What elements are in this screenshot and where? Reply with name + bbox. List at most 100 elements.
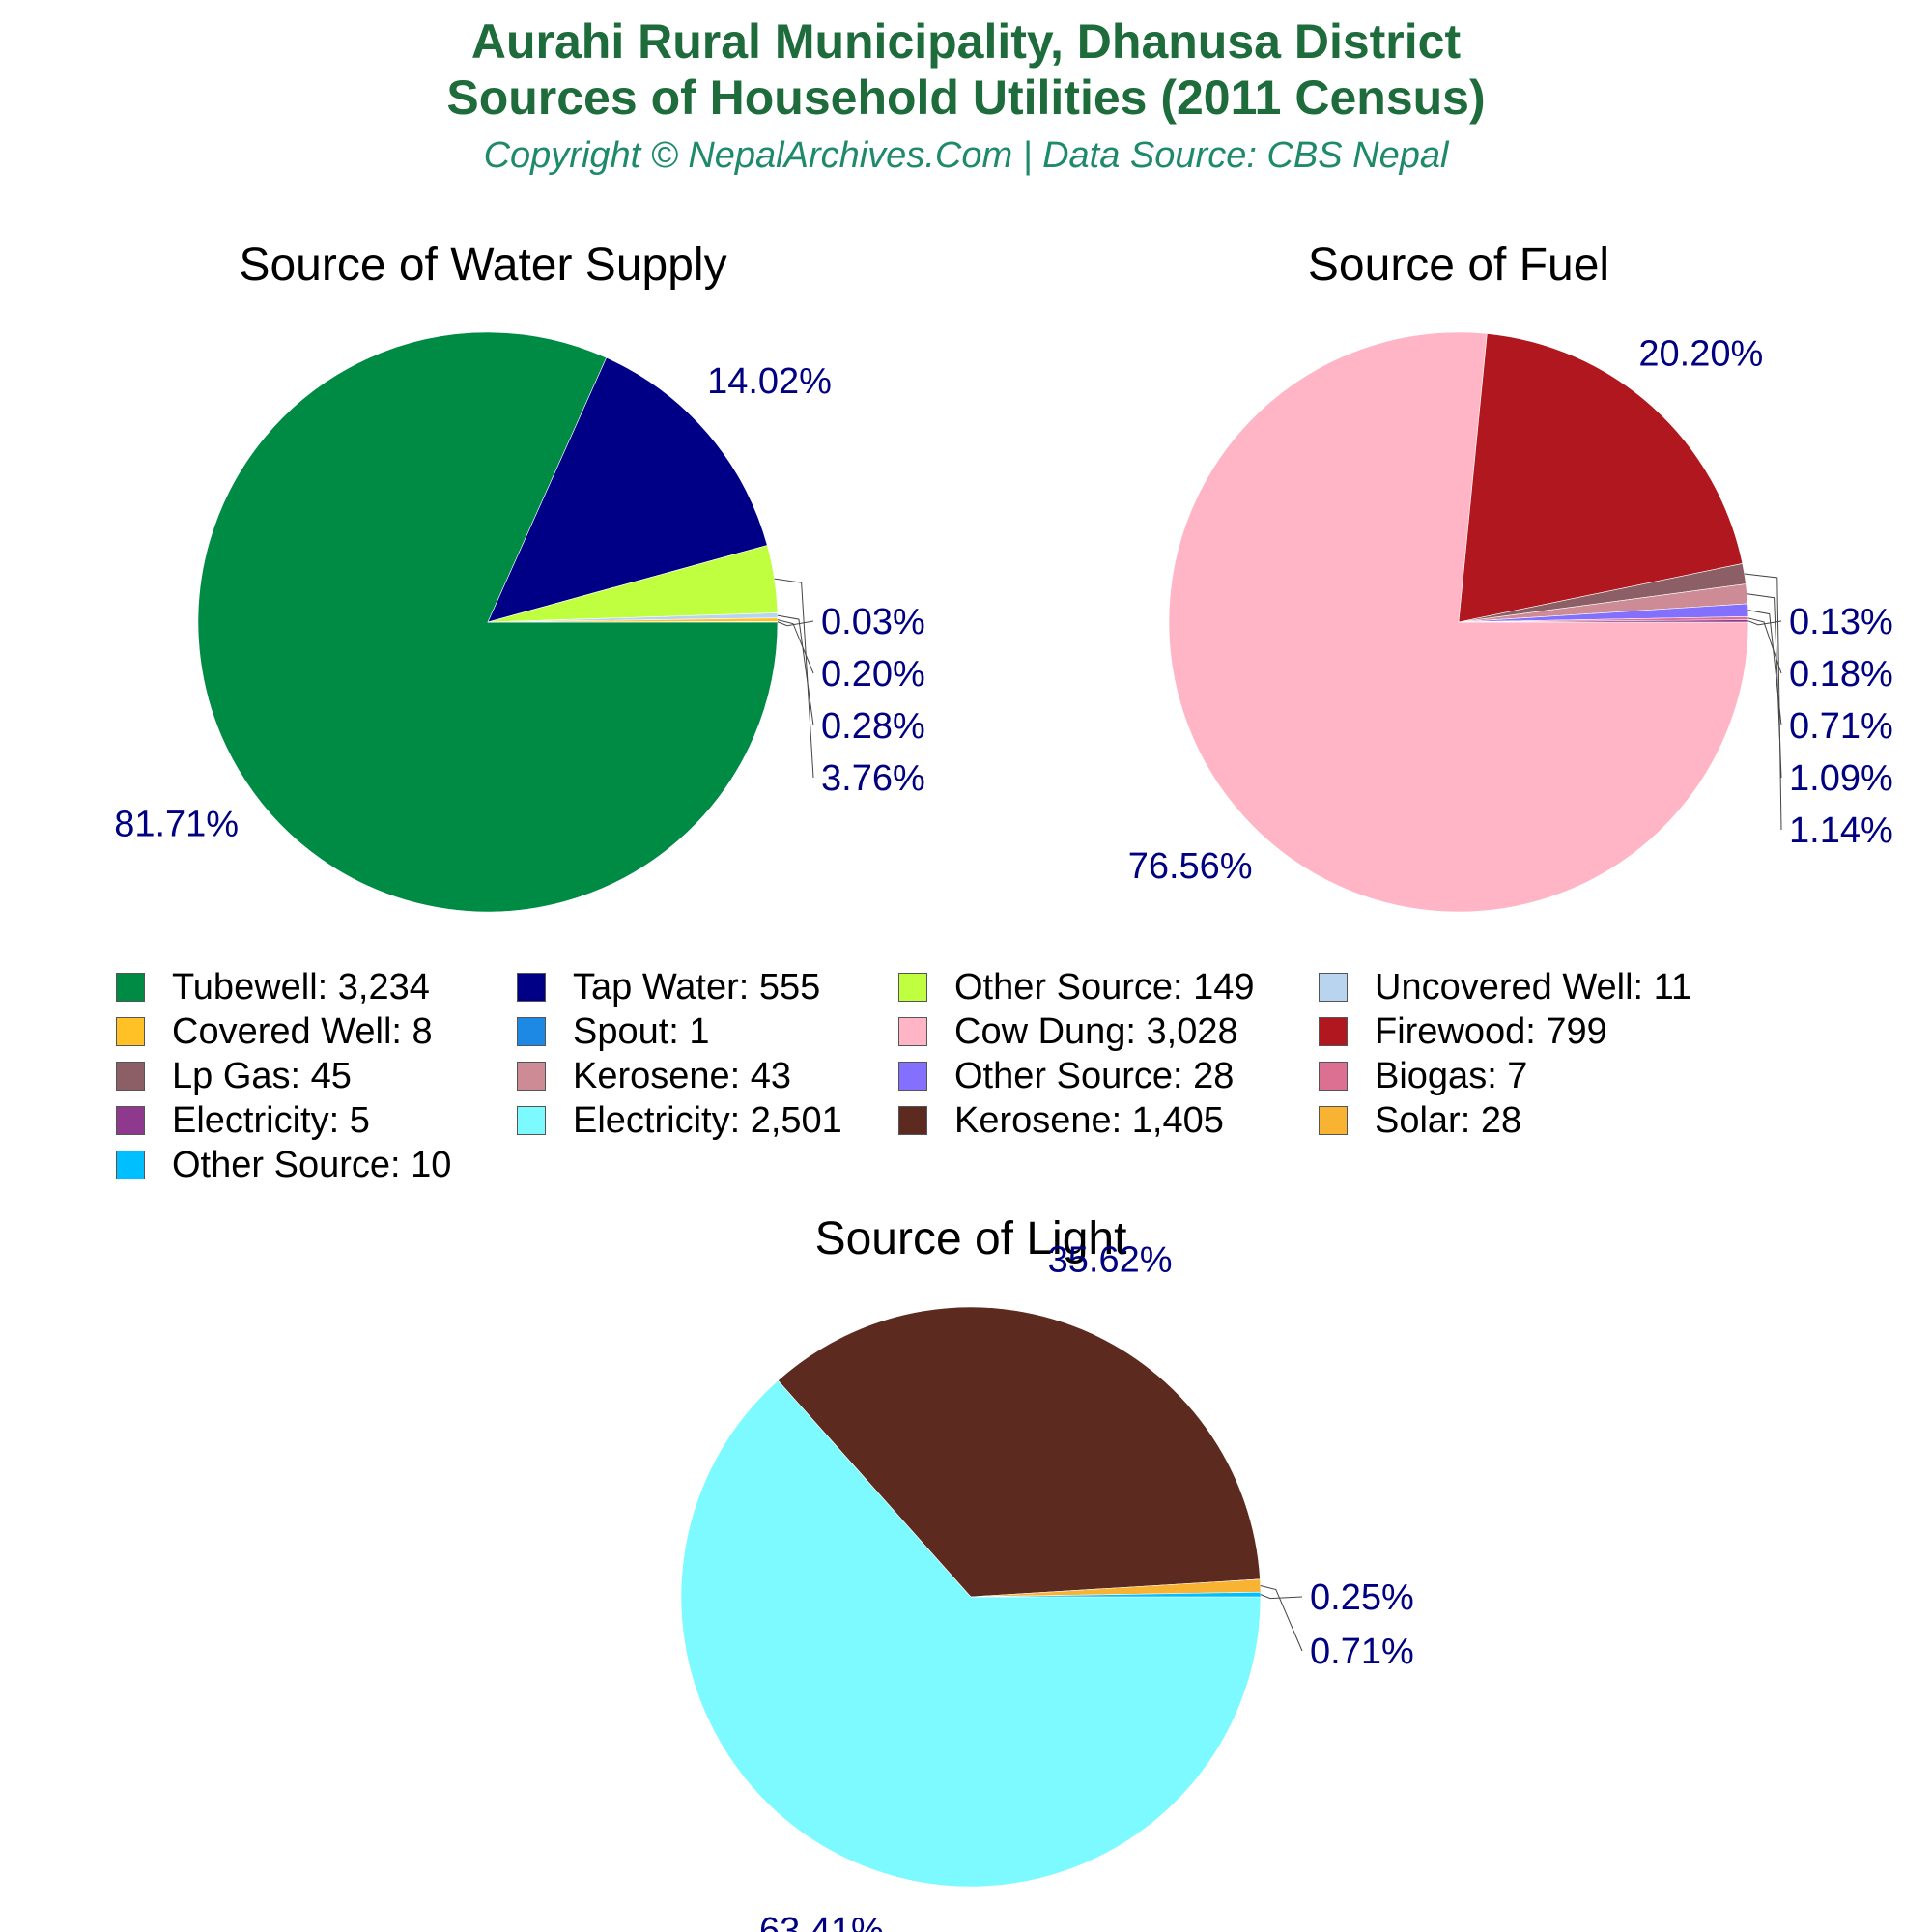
legend-item: Kerosene: 1,405: [898, 1099, 1224, 1142]
pie-slice: [1168, 331, 1749, 913]
legend-label: Tubewell: 3,234: [172, 966, 430, 1008]
pie-slice-label: 0.25%: [1310, 1577, 1414, 1618]
legend-item: Firewood: 799: [1319, 1010, 1607, 1053]
legend-swatch: [517, 1062, 546, 1091]
legend-item: Other Source: 28: [898, 1055, 1234, 1097]
pie-slice: [680, 1379, 1262, 1888]
pie-leader-line: [1260, 1585, 1303, 1652]
pie-slice-label: 76.56%: [1128, 846, 1253, 887]
pie-leader-line: [1747, 593, 1782, 779]
pie-slice-label: 0.71%: [1789, 706, 1893, 747]
legend-label: Firewood: 799: [1375, 1010, 1607, 1052]
legend-swatch: [1319, 1106, 1348, 1135]
pie-slice-label: 0.18%: [1789, 654, 1893, 695]
legend-item: Solar: 28: [1319, 1099, 1521, 1142]
legend-label: Covered Well: 8: [172, 1010, 433, 1052]
legend-item: Other Source: 149: [898, 966, 1255, 1009]
pie-chart-1: Source of Water Supply 81.71% 14.02% 0.03% 0…: [114, 240, 925, 913]
pie-leader-line: [1747, 620, 1782, 626]
pie-leader-line: [1744, 573, 1782, 831]
pie-chart-2: Source of Fuel 76.56% 20.20% 0.13% 0.18% 0.71…: [1128, 240, 1893, 913]
legend-swatch: [517, 1017, 546, 1046]
legend-item: Cow Dung: 3,028: [898, 1010, 1238, 1053]
legend-label: Lp Gas: 45: [172, 1055, 352, 1096]
pie-slice: [197, 331, 779, 913]
legend-swatch: [116, 1017, 145, 1046]
legend-item: Lp Gas: 45: [116, 1055, 352, 1097]
legend-swatch: [898, 1106, 927, 1135]
pie-slice-label: 0.13%: [1789, 602, 1893, 642]
pie-slice-label: 0.20%: [821, 654, 925, 695]
legend-item: Uncovered Well: 11: [1319, 966, 1691, 1009]
legend-label: Electricity: 2,501: [573, 1099, 842, 1141]
legend-item: Spout: 1: [517, 1010, 710, 1053]
pie-leader-line: [774, 578, 814, 779]
chart-title-line-1: Aurahi Rural Municipality, Dhanusa Distr…: [470, 14, 1462, 69]
pie-slice-label: 3.76%: [821, 758, 925, 799]
legend-swatch: [116, 1151, 145, 1179]
pie-slice-label: 1.14%: [1789, 810, 1893, 851]
pie-title: Source of Light: [815, 1213, 1127, 1264]
legend-swatch: [1319, 1017, 1348, 1046]
pie-leader-line: [1747, 610, 1782, 726]
pie-leader-line: [1260, 1594, 1303, 1600]
pie-slice: [1458, 333, 1744, 623]
legend-item: Electricity: 5: [116, 1099, 370, 1142]
pie-slice-label: 1.09%: [1789, 758, 1893, 799]
legend-label: Other Source: 10: [172, 1144, 452, 1185]
pie-slice-label: 0.03%: [821, 602, 925, 642]
pie-slice-label: 20.20%: [1638, 333, 1763, 374]
legend-item: Tap Water: 555: [517, 966, 820, 1009]
pie-slice-label: 63.41%: [759, 1911, 884, 1932]
legend: Tubewell: 3,234 Tap Water: 555 Other Sourc…: [116, 966, 1855, 1188]
legend-label: Kerosene: 1,405: [954, 1099, 1224, 1141]
legend-swatch: [116, 1106, 145, 1135]
legend-label: Electricity: 5: [172, 1099, 370, 1141]
chart-subtitle: Copyright © NepalArchives.Com | Data Sou…: [483, 135, 1449, 176]
legend-label: Other Source: 149: [954, 966, 1255, 1008]
pie-leader-line: [1747, 617, 1782, 674]
pie-slice: [487, 356, 768, 623]
legend-item: Electricity: 2,501: [517, 1099, 842, 1142]
pie-chart-3: Source of Light 63.41% 35.62% 0.25% 0.71%: [680, 1213, 1414, 1932]
legend-swatch: [898, 1062, 927, 1091]
legend-item: Other Source: 10: [116, 1144, 451, 1186]
pie-slice-label: 14.02%: [707, 361, 832, 402]
pie-title: Source of Fuel: [1308, 240, 1609, 291]
legend-label: Spout: 1: [573, 1010, 710, 1052]
legend-swatch: [898, 973, 927, 1002]
legend-label: Cow Dung: 3,028: [954, 1010, 1238, 1052]
legend-item: Kerosene: 43: [517, 1055, 791, 1097]
legend-swatch: [1319, 973, 1348, 1002]
header: Aurahi Rural Municipality, Dhanusa Distr…: [0, 14, 1932, 180]
pie-leader-line: [777, 614, 814, 726]
pie-slice-label: 0.71%: [1310, 1632, 1414, 1672]
legend-label: Kerosene: 43: [573, 1055, 792, 1096]
pie-slice-label: 81.71%: [114, 805, 239, 845]
legend-swatch: [517, 973, 546, 1002]
pie-leader-line: [777, 620, 814, 627]
pie-slice-label: 0.28%: [821, 706, 925, 747]
legend-label: Uncovered Well: 11: [1375, 966, 1692, 1008]
legend-label: Tap Water: 555: [573, 966, 821, 1008]
pie-slice: [777, 1306, 1261, 1598]
legend-swatch: [1319, 1062, 1348, 1091]
legend-swatch: [116, 1062, 145, 1091]
legend-label: Biogas: 7: [1375, 1055, 1528, 1096]
pie-slice-label: 35.62%: [1048, 1240, 1173, 1281]
pie-title: Source of Water Supply: [239, 240, 726, 291]
chart-title-line-2: Sources of Household Utilities (2011 Cen…: [446, 71, 1486, 125]
pie-slice: [970, 1591, 1262, 1598]
legend-swatch: [517, 1106, 546, 1135]
pie-slice: [1458, 619, 1749, 623]
legend-swatch: [116, 973, 145, 1002]
pie-leader-line: [777, 619, 814, 674]
legend-label: Solar: 28: [1375, 1099, 1522, 1141]
legend-label: Other Source: 28: [954, 1055, 1235, 1096]
legend-item: Biogas: 7: [1319, 1055, 1527, 1097]
legend-swatch: [898, 1017, 927, 1046]
legend-item: Covered Well: 8: [116, 1010, 433, 1053]
legend-item: Tubewell: 3,234: [116, 966, 430, 1009]
